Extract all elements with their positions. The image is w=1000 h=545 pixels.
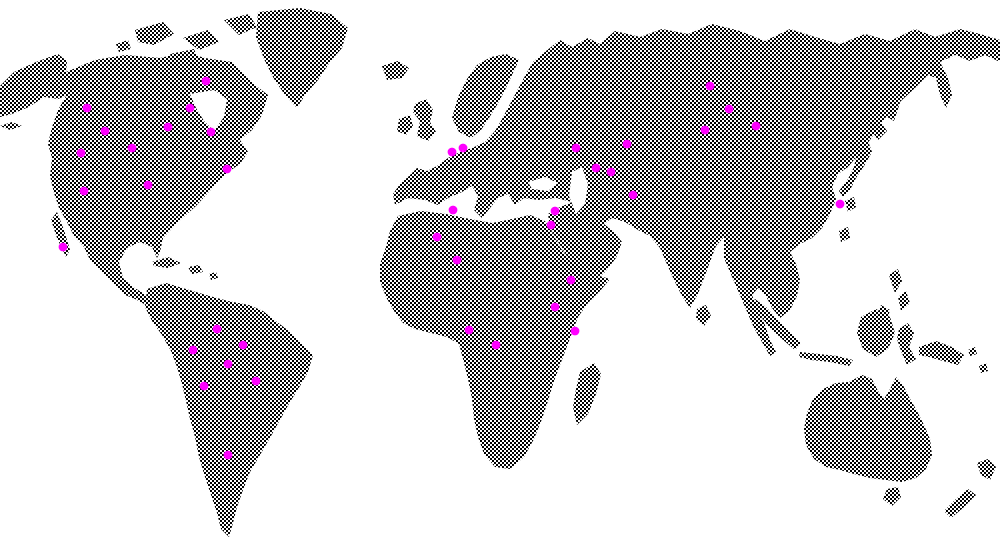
continent-north-america [48,52,268,318]
location-marker[interactable] [546,220,556,230]
location-marker[interactable] [835,199,845,209]
location-marker[interactable] [100,126,110,136]
location-marker[interactable] [566,275,576,285]
location-marker[interactable] [251,376,261,386]
new-zealand [944,459,996,518]
location-marker[interactable] [751,121,761,131]
location-marker[interactable] [464,325,474,335]
location-marker[interactable] [143,180,153,190]
location-marker[interactable] [447,147,457,157]
continent-africa [380,211,610,469]
location-marker[interactable] [82,103,92,113]
location-marker[interactable] [550,206,560,216]
southeast-asia-islands [751,269,988,373]
continent-eurasia [393,24,1000,356]
location-marker[interactable] [188,345,198,355]
location-marker[interactable] [724,104,734,114]
location-marker[interactable] [591,163,601,173]
location-marker[interactable] [448,205,458,215]
continent-alaska [0,54,70,130]
location-marker[interactable] [550,302,560,312]
location-marker[interactable] [238,340,248,350]
caribbean-islands [152,257,218,280]
location-marker[interactable] [458,143,468,153]
location-marker[interactable] [206,127,216,137]
location-marker[interactable] [199,381,209,391]
location-marker[interactable] [163,122,173,132]
sri-lanka [696,305,711,326]
location-marker[interactable] [212,324,222,334]
location-marker[interactable] [185,103,195,113]
location-marker[interactable] [432,232,442,242]
location-marker[interactable] [127,143,137,153]
japan-islands [839,95,900,242]
arctic-islands [116,14,257,65]
location-marker[interactable] [223,450,233,460]
location-marker[interactable] [570,326,580,336]
location-marker[interactable] [622,139,632,149]
landmasses [0,8,1000,537]
continent-greenland [256,8,348,108]
location-marker[interactable] [700,125,710,135]
location-marker[interactable] [628,190,638,200]
location-marker[interactable] [201,76,211,86]
british-isles [397,99,436,141]
location-marker[interactable] [79,186,89,196]
location-marker[interactable] [491,340,501,350]
scandinavia [452,54,519,138]
markers-layer [58,76,845,460]
location-marker[interactable] [606,167,616,177]
madagascar [573,363,601,425]
location-marker[interactable] [223,359,233,369]
continent-south-america [145,283,313,537]
location-marker[interactable] [222,164,232,174]
continent-australia [804,375,932,506]
location-marker[interactable] [571,143,581,153]
location-marker[interactable] [76,148,86,158]
location-marker[interactable] [705,81,715,91]
location-marker[interactable] [58,242,68,252]
iceland [382,61,409,80]
location-marker[interactable] [452,255,462,265]
